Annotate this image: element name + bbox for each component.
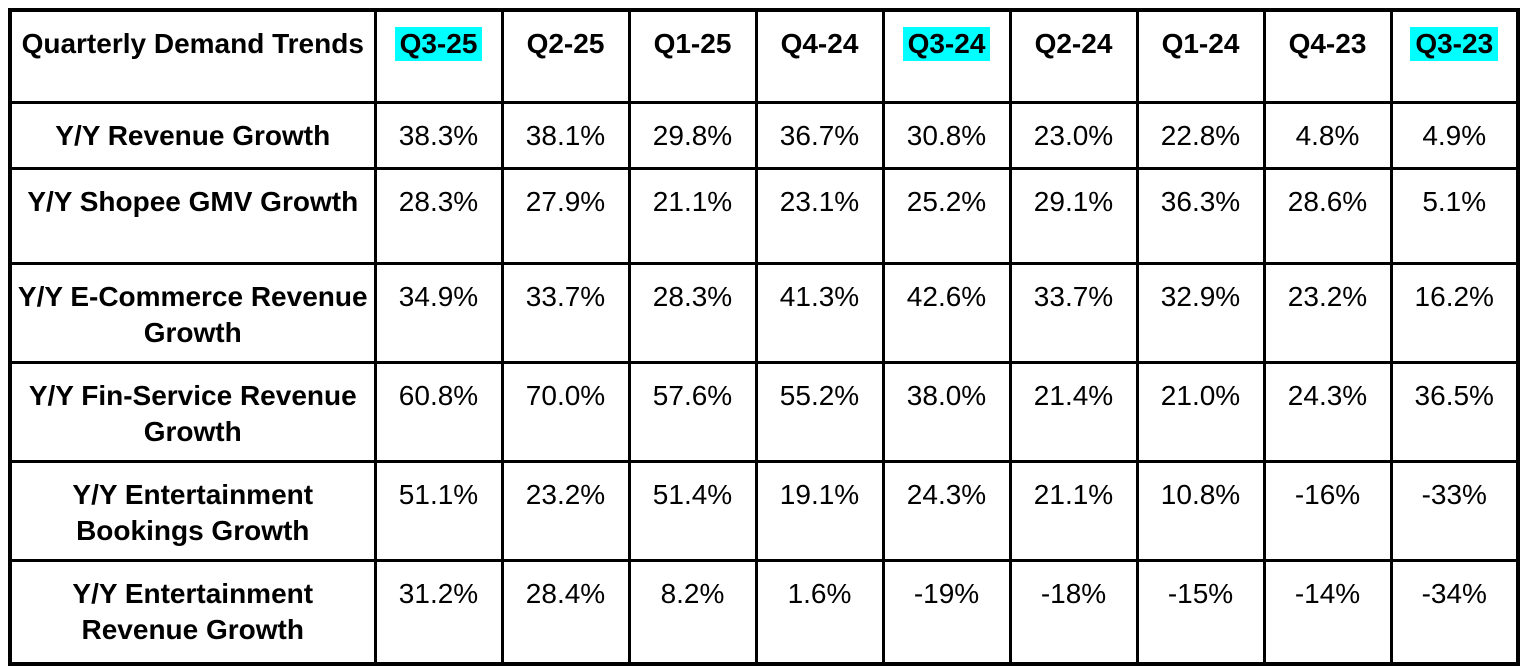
table-cell: 16.2% [1389, 261, 1520, 364]
table-title-cell: Quarterly Demand Trends [8, 8, 377, 104]
column-header-label: Q2-24 [1034, 28, 1113, 59]
table-cell: 27.9% [500, 166, 631, 265]
table-cell: 36.3% [1135, 166, 1266, 265]
table-row-ecommerce-revenue-growth: Y/Y E-Commerce Revenue Growth 34.9% 33.7… [8, 261, 1520, 364]
table-cell: 51.4% [627, 459, 758, 562]
table-cell: 10.8% [1135, 459, 1266, 562]
column-header-q1-25: Q1-25 [627, 8, 758, 104]
table-cell: 38.0% [881, 360, 1012, 463]
table-cell: -18% [1008, 558, 1139, 666]
column-header-q2-25: Q2-25 [500, 8, 631, 104]
column-header-label: Q4-23 [1288, 28, 1367, 59]
column-header-q3-24: Q3-24 [881, 8, 1012, 104]
table-cell: 23.1% [754, 166, 885, 265]
row-label: Y/Y Entertainment Bookings Growth [8, 459, 377, 562]
table-cell: 21.0% [1135, 360, 1266, 463]
table-cell: 5.1% [1389, 166, 1520, 265]
table-cell: 34.9% [373, 261, 504, 364]
table-cell: 29.1% [1008, 166, 1139, 265]
table-cell: 60.8% [373, 360, 504, 463]
row-label: Y/Y E-Commerce Revenue Growth [8, 261, 377, 364]
table-cell: -33% [1389, 459, 1520, 562]
table-cell: 23.2% [1262, 261, 1393, 364]
table-cell: 8.2% [627, 558, 758, 666]
table-cell: 32.9% [1135, 261, 1266, 364]
table-cell: 19.1% [754, 459, 885, 562]
table-cell: 33.7% [1008, 261, 1139, 364]
row-label: Y/Y Entertainment Revenue Growth [8, 558, 377, 666]
table-cell: 24.3% [881, 459, 1012, 562]
table-cell: 41.3% [754, 261, 885, 364]
table-cell: 23.2% [500, 459, 631, 562]
table-title: Quarterly Demand Trends [21, 28, 364, 59]
table-cell: 30.8% [881, 100, 1012, 170]
table-cell: 70.0% [500, 360, 631, 463]
table-cell: 36.5% [1389, 360, 1520, 463]
table-cell: 33.7% [500, 261, 631, 364]
table-cell: 36.7% [754, 100, 885, 170]
column-header-label: Q1-24 [1161, 28, 1240, 59]
table-row-shopee-gmv-growth: Y/Y Shopee GMV Growth 28.3% 27.9% 21.1% … [8, 166, 1520, 265]
column-header-q3-23: Q3-23 [1389, 8, 1520, 104]
table-cell: -19% [881, 558, 1012, 666]
column-header-label: Q4-24 [780, 28, 859, 59]
table-cell: 38.1% [500, 100, 631, 170]
table-cell: 4.8% [1262, 100, 1393, 170]
table-row-entertainment-bookings-growth: Y/Y Entertainment Bookings Growth 51.1% … [8, 459, 1520, 562]
table-cell: 25.2% [881, 166, 1012, 265]
row-label: Y/Y Fin-Service Revenue Growth [8, 360, 377, 463]
row-label: Y/Y Shopee GMV Growth [8, 166, 377, 265]
column-header-q1-24: Q1-24 [1135, 8, 1266, 104]
quarterly-demand-trends-table: Quarterly Demand Trends Q3-25 Q2-25 Q1-2… [8, 8, 1520, 666]
table-cell: 21.1% [627, 166, 758, 265]
column-header-label: Q3-25 [394, 27, 483, 61]
column-header-q3-25: Q3-25 [373, 8, 504, 104]
table-cell: 21.1% [1008, 459, 1139, 562]
table-cell: 21.4% [1008, 360, 1139, 463]
table-cell: -14% [1262, 558, 1393, 666]
table-row-fin-service-revenue-growth: Y/Y Fin-Service Revenue Growth 60.8% 70.… [8, 360, 1520, 463]
table-cell: -16% [1262, 459, 1393, 562]
table-cell: 24.3% [1262, 360, 1393, 463]
table-row-entertainment-revenue-growth: Y/Y Entertainment Revenue Growth 31.2% 2… [8, 558, 1520, 666]
table-cell: 38.3% [373, 100, 504, 170]
table-cell: 23.0% [1008, 100, 1139, 170]
column-header-label: Q3-24 [902, 27, 991, 61]
table-cell: 55.2% [754, 360, 885, 463]
column-header-label: Q1-25 [653, 28, 732, 59]
table-row-revenue-growth: Y/Y Revenue Growth 38.3% 38.1% 29.8% 36.… [8, 100, 1520, 170]
table-cell: 4.9% [1389, 100, 1520, 170]
table-cell: 28.4% [500, 558, 631, 666]
column-header-q4-23: Q4-23 [1262, 8, 1393, 104]
table-cell: 31.2% [373, 558, 504, 666]
table-cell: 29.8% [627, 100, 758, 170]
column-header-q2-24: Q2-24 [1008, 8, 1139, 104]
column-header-label: Q3-23 [1410, 27, 1499, 61]
row-label: Y/Y Revenue Growth [8, 100, 377, 170]
table-cell: 1.6% [754, 558, 885, 666]
table-cell: 51.1% [373, 459, 504, 562]
table-cell: -34% [1389, 558, 1520, 666]
header-row: Quarterly Demand Trends Q3-25 Q2-25 Q1-2… [8, 8, 1520, 104]
table-cell: -15% [1135, 558, 1266, 666]
table-cell: 28.3% [373, 166, 504, 265]
table-cell: 42.6% [881, 261, 1012, 364]
table-cell: 28.3% [627, 261, 758, 364]
table-cell: 22.8% [1135, 100, 1266, 170]
table-cell: 28.6% [1262, 166, 1393, 265]
column-header-q4-24: Q4-24 [754, 8, 885, 104]
table-cell: 57.6% [627, 360, 758, 463]
column-header-label: Q2-25 [526, 28, 605, 59]
